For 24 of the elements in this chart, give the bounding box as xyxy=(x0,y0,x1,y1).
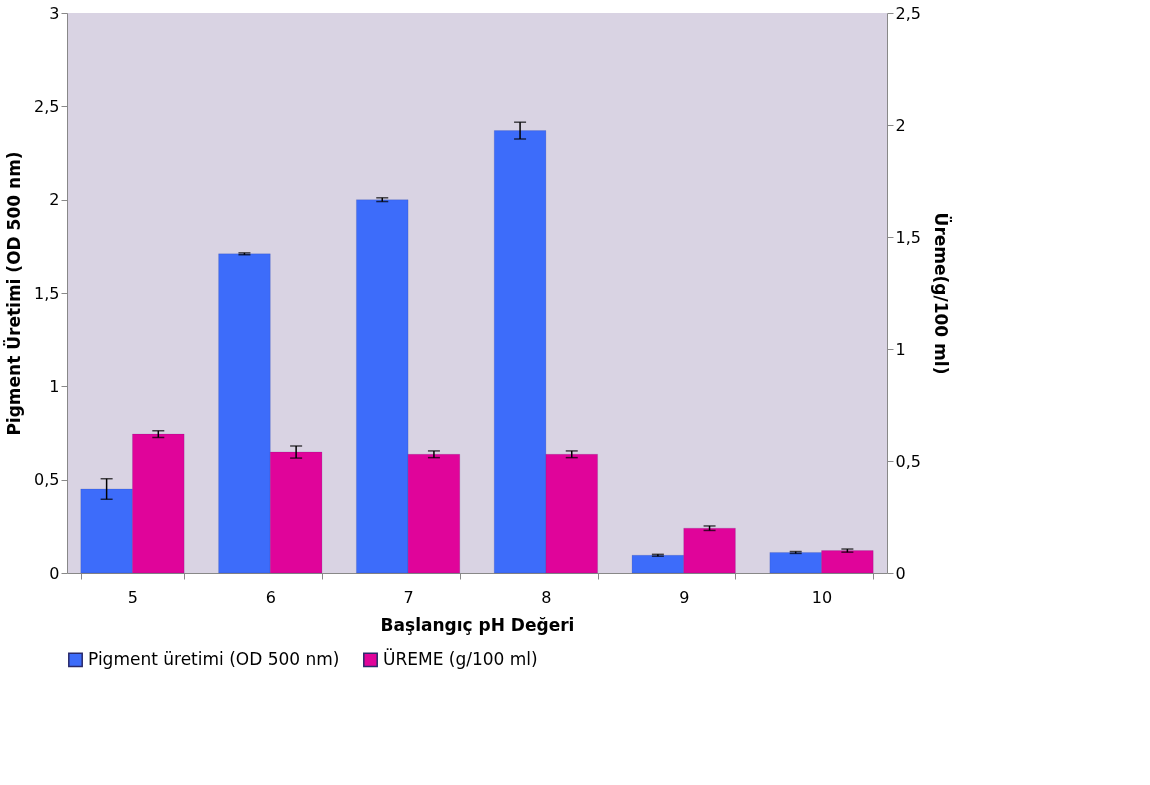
y-tick-label: 1,5 xyxy=(34,283,60,303)
x-tick-label: 7 xyxy=(403,587,414,607)
y2-tick-label: 0 xyxy=(895,563,906,583)
x-tick-label: 8 xyxy=(541,587,552,607)
y-tick-label: 3 xyxy=(49,3,60,23)
y2-tick-label: 1 xyxy=(895,339,906,359)
y2-tick-label: 2 xyxy=(895,115,906,135)
legend-label: Pigment üretimi (OD 500 nm) xyxy=(88,648,340,669)
y2-tick-label: 0,5 xyxy=(895,451,921,471)
legend-label: ÜREME (g/100 ml) xyxy=(383,647,538,669)
y2-tick-label: 1,5 xyxy=(895,227,921,247)
x-tick-label: 5 xyxy=(127,587,139,607)
x-tick-label: 6 xyxy=(265,587,276,607)
y-axis-title: Pigment Üretimi (OD 500 nm) xyxy=(3,151,25,436)
y2-tick-label: 2,5 xyxy=(895,3,921,23)
y-tick-label: 2,5 xyxy=(34,96,60,116)
x-axis-title: Başlangıç pH Değeri xyxy=(380,614,575,635)
y2-axis-title: Üreme(g/100 ml) xyxy=(930,212,952,375)
y-tick-label: 2 xyxy=(49,190,60,210)
x-tick-label: 9 xyxy=(679,587,690,607)
x-tick-label: 10 xyxy=(811,587,833,607)
y-tick-label: 0,5 xyxy=(34,470,60,490)
y-tick-label: 0 xyxy=(49,563,60,583)
y-tick-label: 1 xyxy=(49,376,60,396)
